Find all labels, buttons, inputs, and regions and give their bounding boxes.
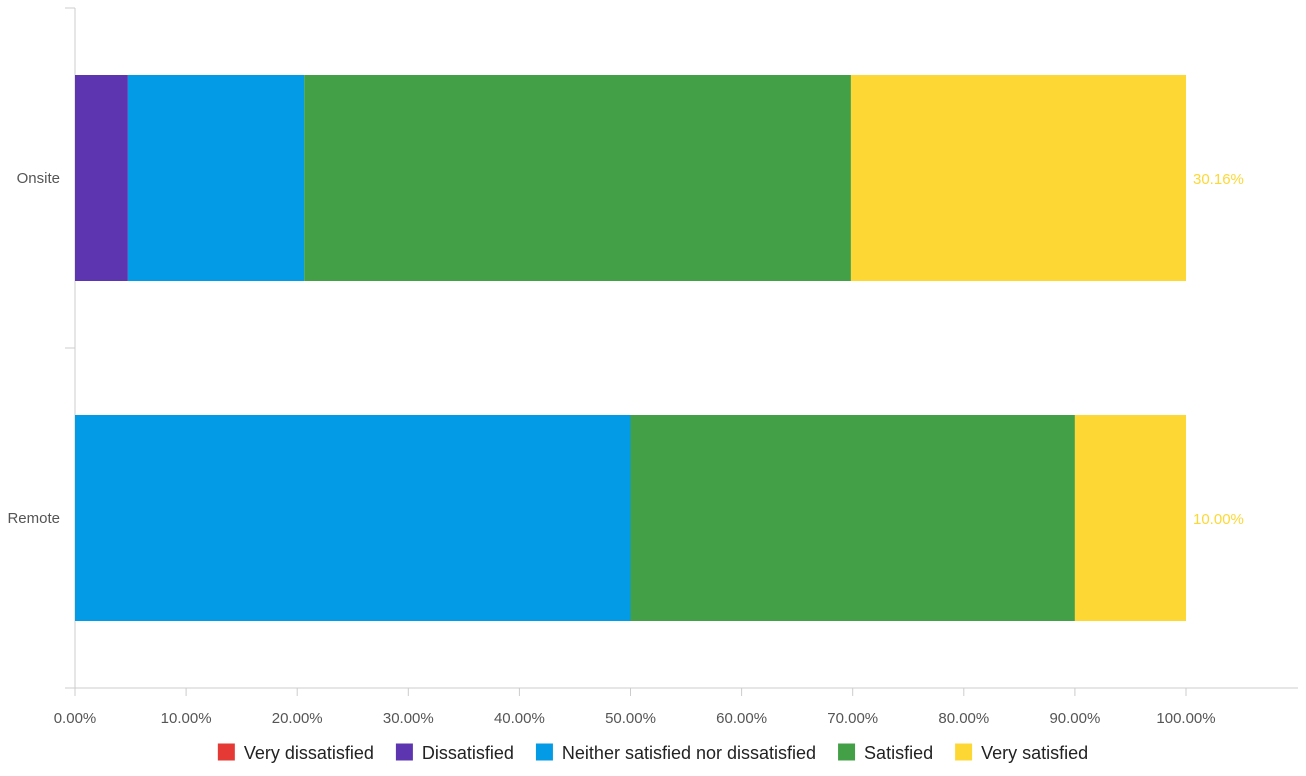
data-label: 10.00%: [1193, 511, 1244, 528]
legend-swatch: [838, 743, 856, 761]
data-label: 30.16%: [1193, 171, 1244, 188]
bar-segment: [127, 75, 305, 281]
x-tick-label: 40.00%: [494, 710, 545, 727]
legend-label: Satisfied: [864, 743, 933, 763]
x-tick-label: 0.00%: [54, 710, 97, 727]
bar-segment: [850, 75, 1186, 281]
x-tick-label: 10.00%: [161, 710, 212, 727]
category-label: Remote: [7, 510, 60, 527]
legend-swatch: [217, 743, 235, 761]
bar-segment: [304, 75, 851, 281]
legend-swatch: [395, 743, 413, 761]
x-tick-label: 30.00%: [383, 710, 434, 727]
bar-segment: [630, 415, 1075, 621]
legend-label: Very satisfied: [981, 743, 1088, 763]
x-tick-label: 20.00%: [272, 710, 323, 727]
x-tick-label: 50.00%: [605, 710, 656, 727]
legend-label: Very dissatisfied: [244, 743, 374, 763]
category-label: Onsite: [17, 170, 60, 187]
x-tick-label: 90.00%: [1049, 710, 1100, 727]
legend-label: Dissatisfied: [422, 743, 514, 763]
x-tick-label: 80.00%: [938, 710, 989, 727]
legend-label: Neither satisfied nor dissatisfied: [562, 743, 816, 763]
x-tick-label: 100.00%: [1156, 710, 1215, 727]
bar-segment: [75, 75, 128, 281]
bar-segment: [75, 415, 631, 621]
legend-swatch: [535, 743, 553, 761]
x-tick-label: 70.00%: [827, 710, 878, 727]
legend-swatch: [955, 743, 973, 761]
bar-segment: [1074, 415, 1186, 621]
x-tick-label: 60.00%: [716, 710, 767, 727]
